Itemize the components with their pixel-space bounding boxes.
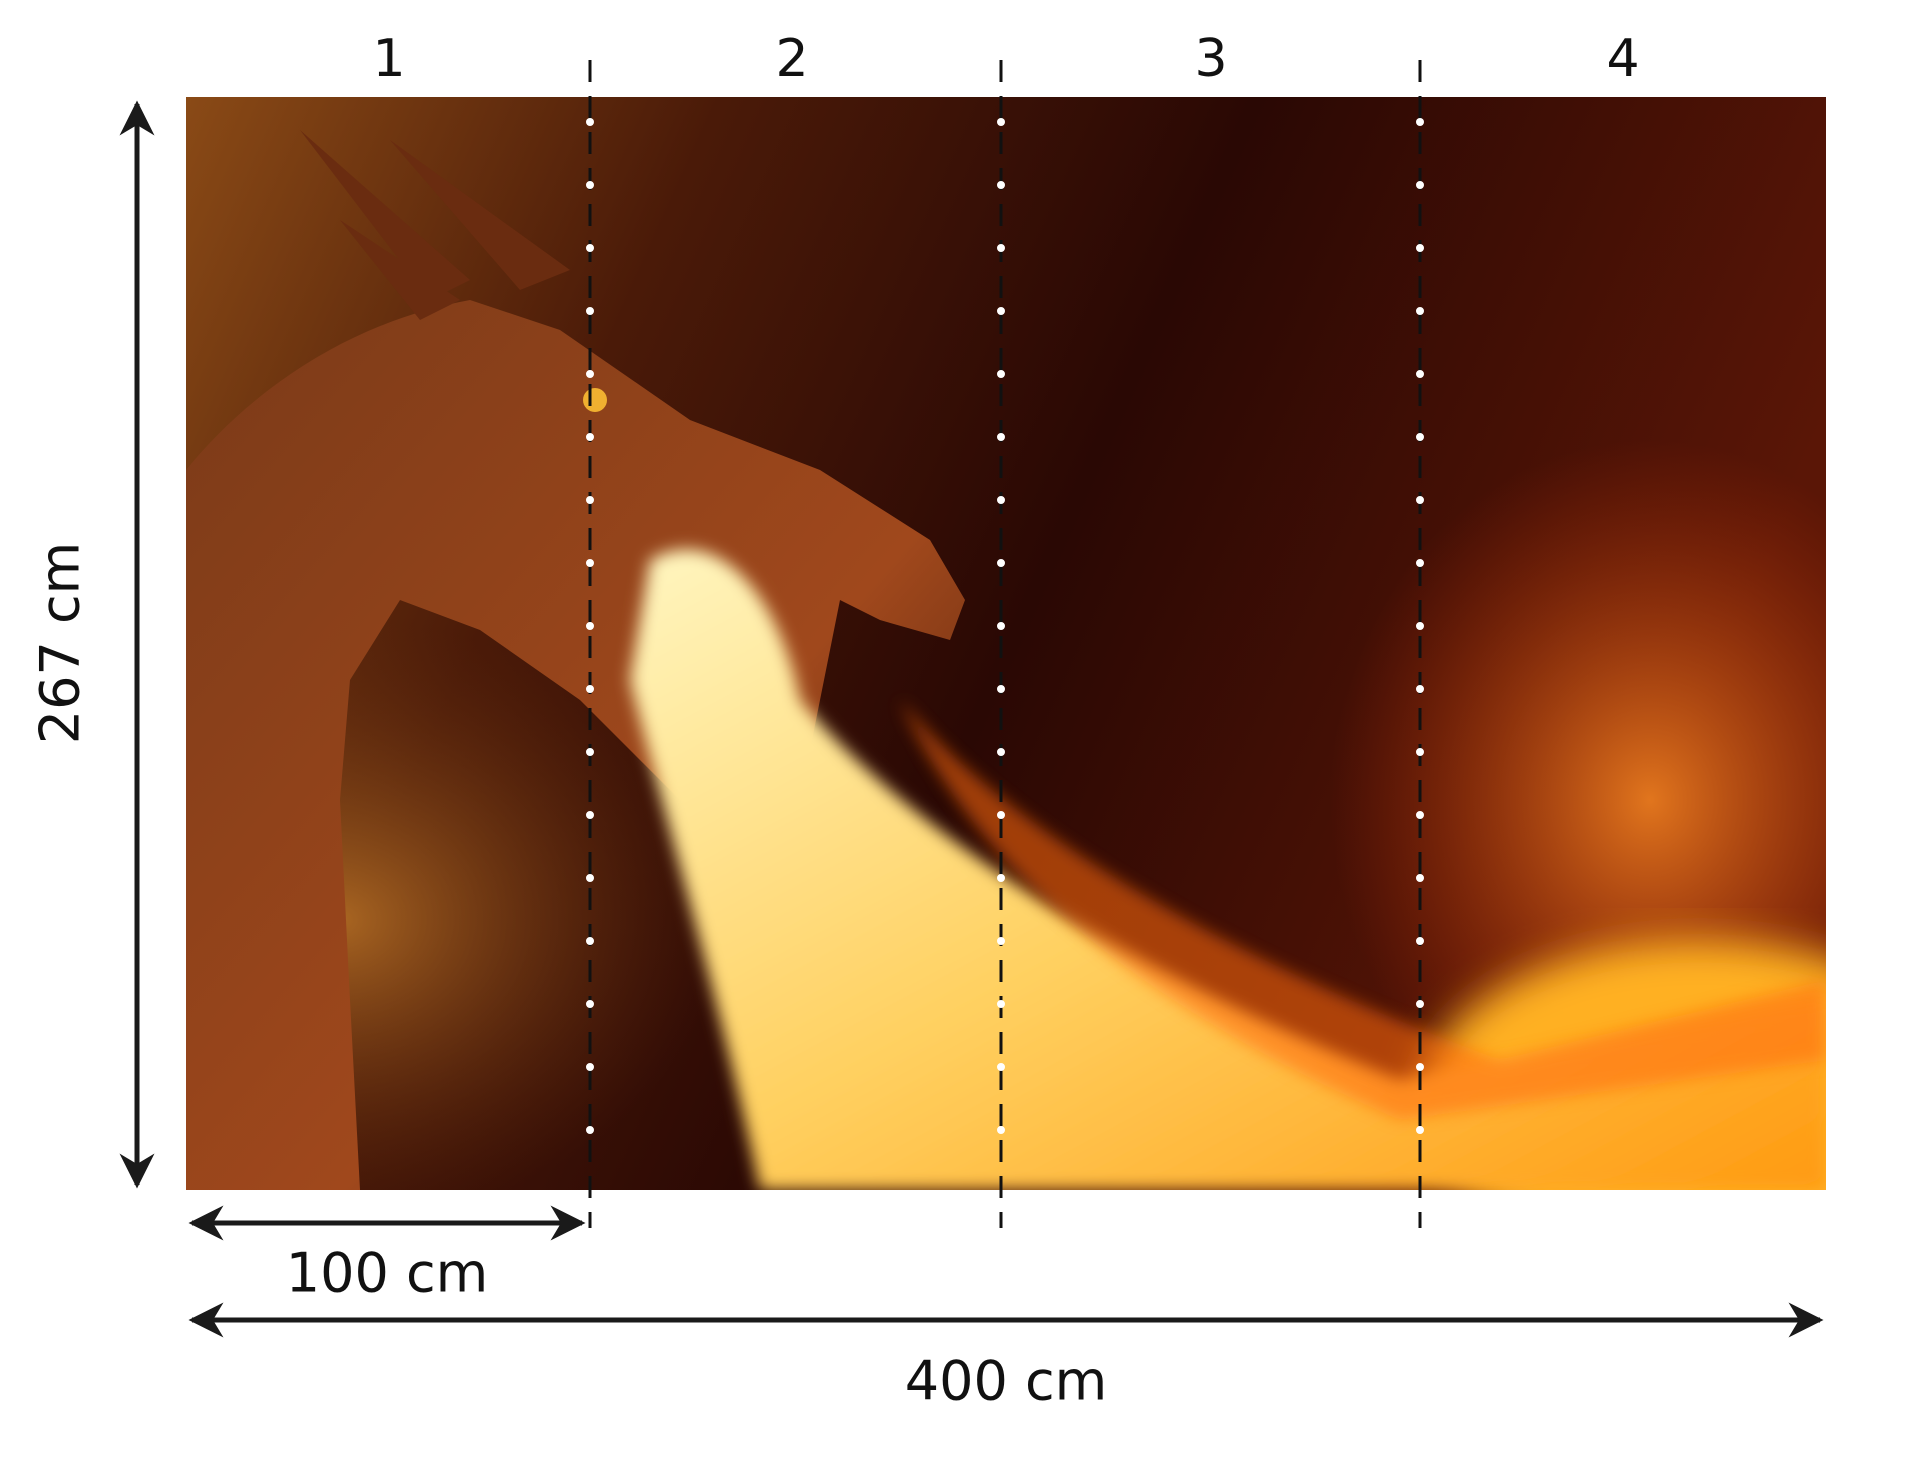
panel-dividers <box>586 60 1424 1228</box>
wallpaper-image <box>186 97 1826 1190</box>
panel-number: 2 <box>775 29 808 89</box>
panel-number: 3 <box>1194 29 1227 89</box>
panel-number: 1 <box>372 29 405 89</box>
dimension-arrows <box>119 100 1824 1338</box>
height-label: 267 cm <box>29 542 92 745</box>
panel-width-label: 100 cm <box>286 1242 489 1305</box>
panel-number: 4 <box>1606 29 1639 89</box>
total-width-label: 400 cm <box>905 1350 1108 1413</box>
